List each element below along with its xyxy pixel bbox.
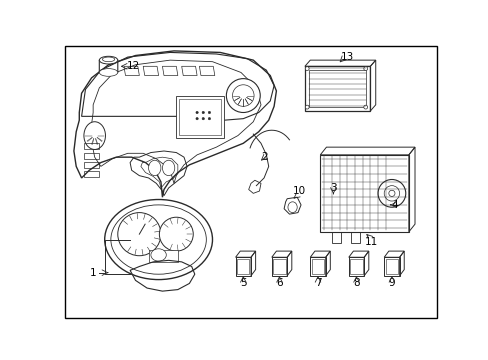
Ellipse shape: [148, 160, 161, 176]
Ellipse shape: [363, 105, 367, 109]
Text: 2: 2: [261, 152, 267, 162]
Ellipse shape: [388, 190, 394, 197]
Bar: [273, 259, 285, 274]
Text: 12: 12: [126, 61, 140, 71]
Ellipse shape: [196, 111, 198, 114]
Text: 7: 7: [314, 278, 321, 288]
Ellipse shape: [159, 217, 193, 251]
Text: 4: 4: [391, 200, 398, 210]
Ellipse shape: [84, 122, 105, 149]
Text: 11: 11: [365, 237, 378, 247]
Ellipse shape: [363, 67, 367, 71]
Ellipse shape: [196, 117, 198, 120]
Bar: [148, 249, 178, 262]
Ellipse shape: [232, 85, 254, 106]
Ellipse shape: [384, 186, 399, 201]
Text: 6: 6: [276, 278, 282, 288]
Ellipse shape: [99, 69, 118, 76]
Ellipse shape: [111, 205, 206, 274]
Bar: [305, 66, 369, 111]
Ellipse shape: [151, 249, 166, 261]
Ellipse shape: [208, 117, 210, 120]
Text: 13: 13: [340, 52, 353, 62]
Text: 9: 9: [388, 278, 394, 288]
Bar: [176, 95, 224, 138]
Bar: [179, 99, 221, 135]
Text: 3: 3: [329, 183, 336, 193]
Bar: [385, 259, 397, 274]
Ellipse shape: [102, 57, 115, 62]
Bar: [311, 259, 324, 274]
Bar: [308, 70, 366, 107]
Text: 8: 8: [352, 278, 359, 288]
Ellipse shape: [202, 111, 204, 114]
Ellipse shape: [118, 213, 161, 256]
Ellipse shape: [202, 117, 204, 120]
Bar: [349, 259, 362, 274]
Text: 1: 1: [90, 267, 96, 278]
Ellipse shape: [287, 202, 297, 213]
Ellipse shape: [104, 199, 212, 280]
Bar: [237, 259, 249, 274]
Ellipse shape: [208, 111, 210, 114]
Bar: [320, 155, 408, 232]
Ellipse shape: [305, 105, 308, 109]
Ellipse shape: [305, 67, 308, 71]
Ellipse shape: [226, 78, 260, 112]
Text: 10: 10: [292, 186, 305, 196]
Text: 5: 5: [240, 278, 246, 288]
Ellipse shape: [99, 56, 118, 64]
Ellipse shape: [377, 180, 405, 207]
Ellipse shape: [162, 160, 174, 176]
